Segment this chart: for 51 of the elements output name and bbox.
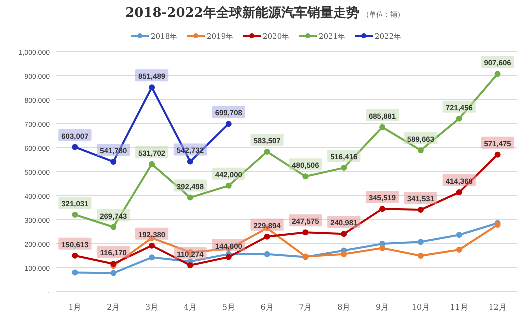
point xyxy=(72,270,78,276)
x-tick-label: 12月 xyxy=(488,303,507,312)
point xyxy=(380,124,386,130)
point xyxy=(226,182,232,189)
point xyxy=(302,174,309,180)
x-tick-label: 6月 xyxy=(260,303,274,312)
x-tick-label: 8月 xyxy=(338,303,351,312)
point xyxy=(380,245,386,252)
point xyxy=(226,121,232,128)
chart-title: 2018-2022年全球新能源汽车销量走势 xyxy=(126,5,360,21)
x-tick-label: 10月 xyxy=(412,303,430,312)
point xyxy=(418,207,424,214)
point xyxy=(418,147,424,154)
point xyxy=(456,190,462,196)
point xyxy=(456,232,462,238)
point xyxy=(149,242,156,249)
x-tick-label: 5月 xyxy=(222,303,236,312)
point xyxy=(264,148,270,155)
point xyxy=(110,224,117,230)
point xyxy=(380,206,386,212)
point xyxy=(110,270,117,276)
point xyxy=(72,144,78,150)
point xyxy=(187,194,194,201)
point xyxy=(341,231,348,238)
point xyxy=(149,161,156,168)
point xyxy=(149,84,156,91)
point xyxy=(187,158,194,165)
point xyxy=(149,254,156,261)
point xyxy=(72,212,78,218)
point xyxy=(418,253,424,259)
point xyxy=(264,234,270,240)
point xyxy=(72,252,78,259)
point xyxy=(494,152,501,158)
x-tick-label: 3月 xyxy=(145,303,159,312)
x-tick-label: 2月 xyxy=(107,303,120,312)
x-tick-label: 11月 xyxy=(450,303,468,312)
point xyxy=(264,251,270,258)
point xyxy=(302,230,309,236)
point xyxy=(418,239,424,246)
point xyxy=(456,247,462,253)
x-tick-label: 1月 xyxy=(68,303,82,312)
x-tick-label: 9月 xyxy=(376,303,390,312)
point xyxy=(341,165,348,172)
x-tick-label: 4月 xyxy=(184,303,198,312)
point xyxy=(187,262,194,269)
point xyxy=(341,251,348,258)
point xyxy=(110,158,117,165)
point xyxy=(456,116,462,122)
point xyxy=(226,254,232,260)
point xyxy=(494,71,501,78)
x-tick-label: 7月 xyxy=(299,303,312,312)
